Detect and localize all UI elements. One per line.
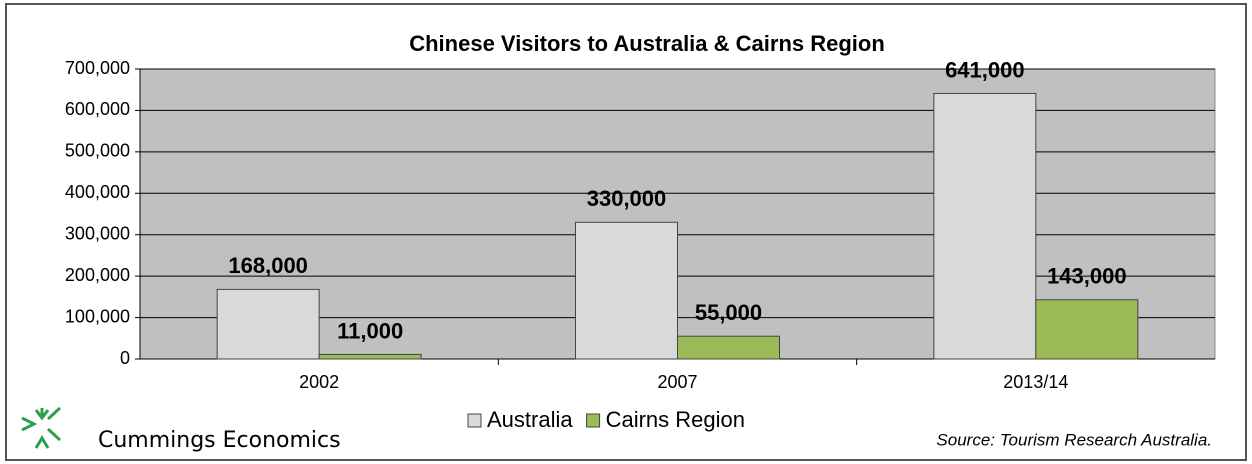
legend-swatch xyxy=(586,413,601,428)
logo xyxy=(21,406,62,449)
value-label: 55,000 xyxy=(695,300,762,325)
y-tick-label: 0 xyxy=(120,348,130,368)
source-note: Source: Tourism Research Australia. xyxy=(936,430,1212,449)
value-label: 330,000 xyxy=(587,186,667,211)
y-tick-label: 500,000 xyxy=(65,141,130,161)
y-tick-label: 200,000 xyxy=(65,265,130,285)
legend-label: Australia xyxy=(487,407,573,432)
y-tick-label: 300,000 xyxy=(65,223,130,243)
y-tick-label: 400,000 xyxy=(65,182,130,202)
legend-label: Cairns Region xyxy=(606,407,745,432)
legend-swatch xyxy=(467,413,482,428)
value-label: 143,000 xyxy=(1047,264,1127,289)
bar xyxy=(318,353,422,360)
y-tick-label: 100,000 xyxy=(65,306,130,326)
bar xyxy=(677,335,780,360)
bar xyxy=(933,92,1037,360)
value-label: 168,000 xyxy=(228,253,308,278)
value-label: 641,000 xyxy=(945,57,1025,82)
x-tick-label: 2007 xyxy=(657,372,697,392)
x-tick-label: 2013/14 xyxy=(1003,372,1068,392)
logo-icon xyxy=(21,406,62,449)
chart-title: Chinese Visitors to Australia & Cairns R… xyxy=(409,31,885,56)
value-label: 11,000 xyxy=(337,318,403,343)
bar xyxy=(1035,299,1139,360)
bar xyxy=(575,221,678,360)
y-tick-label: 600,000 xyxy=(65,99,130,119)
logo-text: Cummings Economics xyxy=(98,428,341,453)
y-tick-label: 700,000 xyxy=(65,58,130,78)
bar xyxy=(216,288,320,360)
x-tick-label: 2002 xyxy=(299,372,339,392)
